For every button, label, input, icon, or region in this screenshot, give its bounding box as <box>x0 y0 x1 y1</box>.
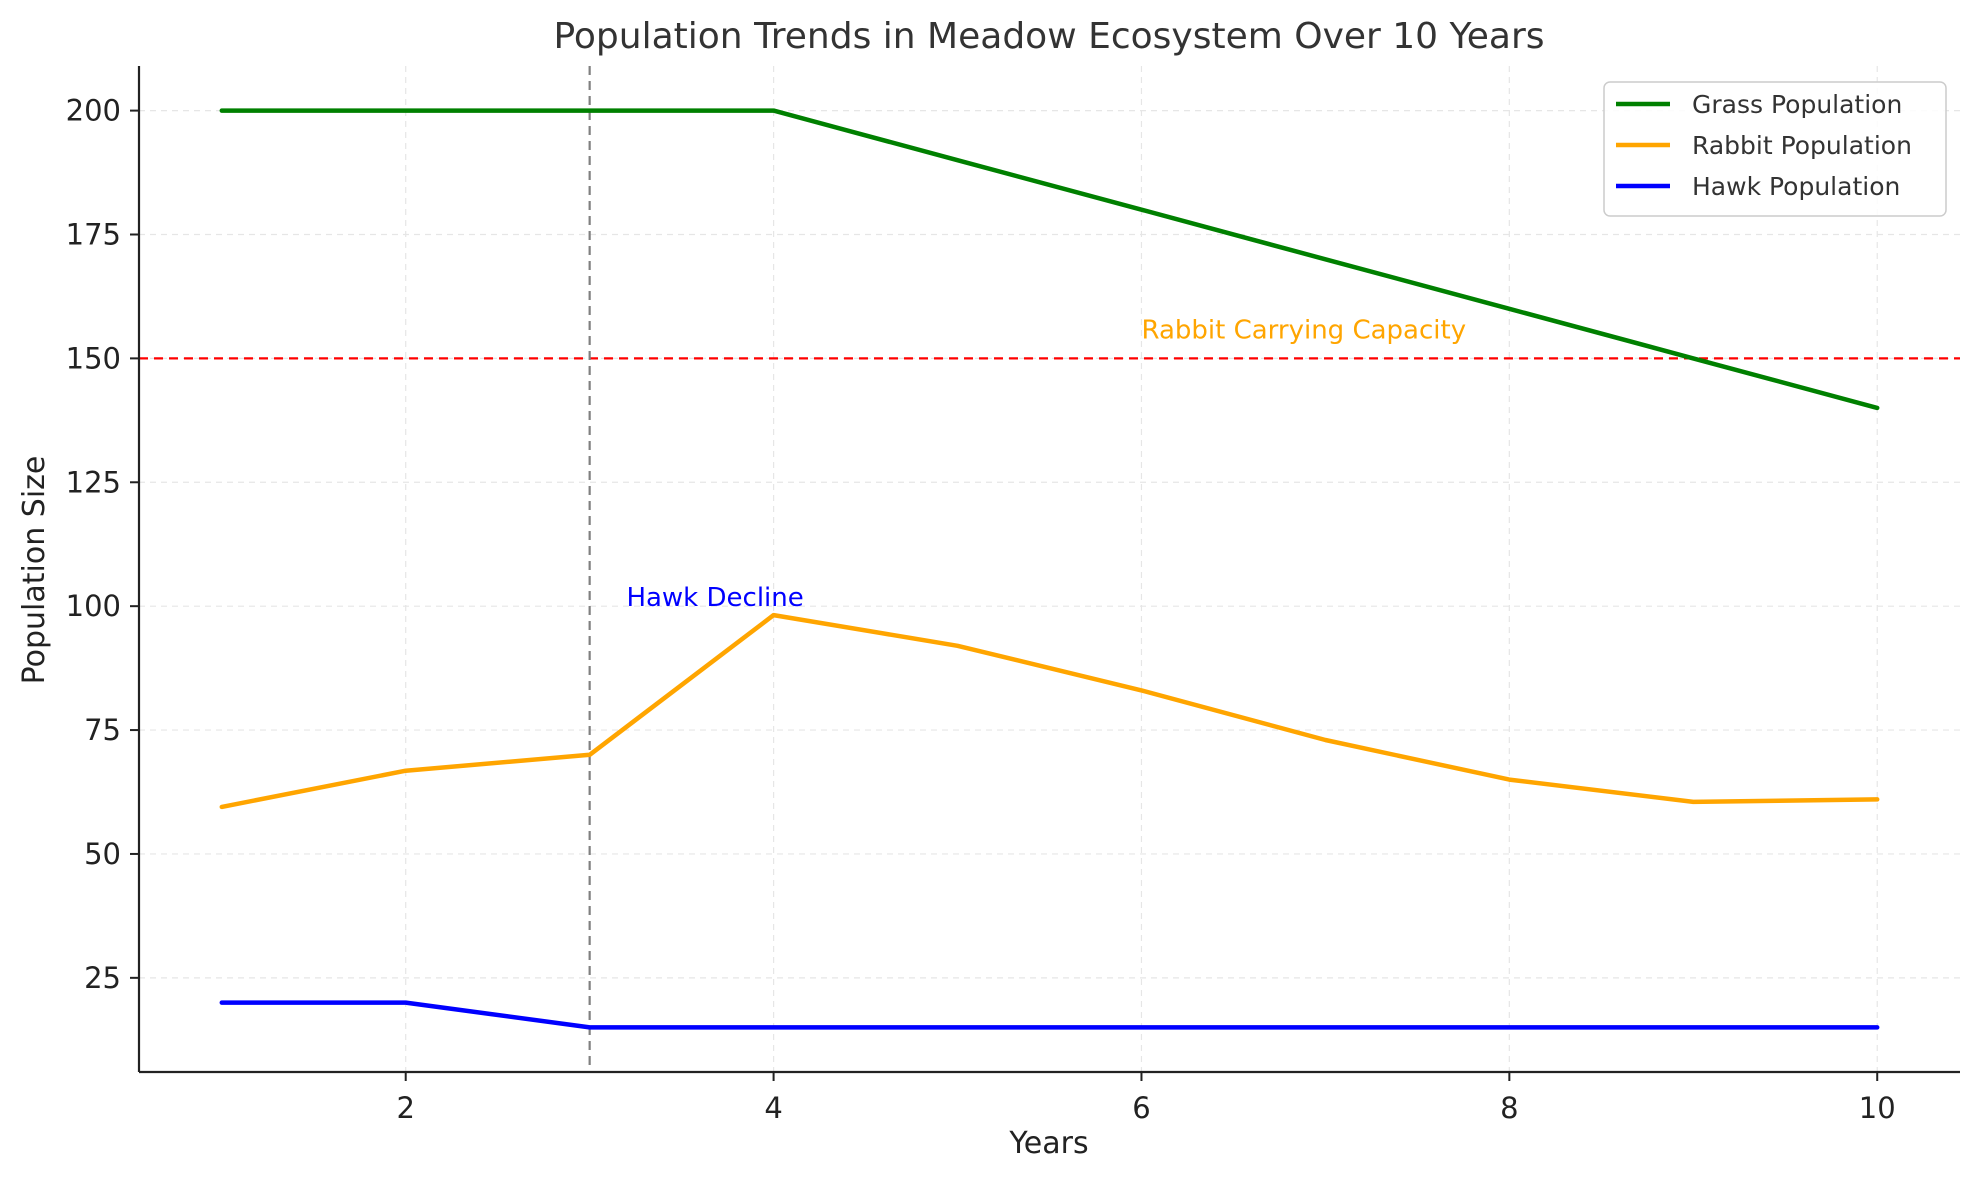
legend-label: Rabbit Population <box>1692 131 1912 160</box>
x-axis-label: Years <box>1008 1126 1088 1161</box>
y-axis-label: Population Size <box>17 456 52 685</box>
tick-labels: 2 4 6 8 10 25 50 75 100 125 150 175 200 <box>66 94 1896 1125</box>
x-tick-label: 10 <box>1859 1091 1896 1125</box>
y-tick-label: 150 <box>66 341 121 375</box>
y-tick-label: 175 <box>66 217 121 251</box>
legend-label: Hawk Population <box>1692 172 1900 201</box>
y-tick-label: 50 <box>84 837 121 871</box>
hawk-series-line <box>219 1000 1880 1030</box>
chart-title: Population Trends in Meadow Ecosystem Ov… <box>553 16 1544 57</box>
x-tick-label: 2 <box>396 1091 414 1125</box>
x-tick-label: 6 <box>1132 1091 1150 1125</box>
y-tick-label: 100 <box>66 589 121 623</box>
y-tick-label: 75 <box>84 713 121 747</box>
x-tick-label: 8 <box>1500 1091 1518 1125</box>
grass-series-line <box>219 108 1880 411</box>
y-tick-label: 25 <box>84 961 121 995</box>
annotation-label: Hawk Decline <box>626 583 803 613</box>
series-lines <box>219 108 1880 1030</box>
y-tick-label: 200 <box>66 94 121 128</box>
axes <box>130 66 1960 1081</box>
rabbit-series-line <box>219 612 1880 810</box>
legend-box <box>1603 81 1947 217</box>
x-tick-label: 4 <box>764 1091 782 1125</box>
grid <box>139 66 1960 1072</box>
y-tick-label: 125 <box>66 465 121 499</box>
legend: Grass Population Rabbit Population Hawk Po… <box>1603 81 1947 217</box>
legend-label: Grass Population <box>1692 90 1902 119</box>
annotations: Rabbit Carrying Capacity Hawk Decline <box>626 316 1466 614</box>
annotation-label: Rabbit Carrying Capacity <box>1141 316 1466 346</box>
reference-lines <box>139 66 1960 1072</box>
